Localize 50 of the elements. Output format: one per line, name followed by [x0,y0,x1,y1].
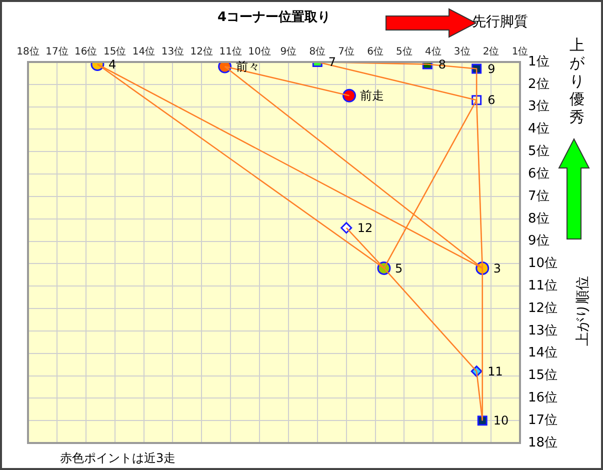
x-tick-label: 15位 [103,46,126,58]
series-label: 12 [357,220,373,235]
x-tick-label: 14位 [132,46,156,58]
y-tick-label: 12位 [528,300,558,316]
y-tick-label: 8位 [528,211,550,226]
series-label: 前走 [360,88,384,103]
x-tick-label: 3位 [454,46,470,58]
x-tick-label: 4位 [424,46,442,58]
y-tick-label: 11位 [528,278,558,294]
series-label: 4 [108,57,116,72]
y-tick-label: 10位 [528,256,558,272]
x-tick-label: 8位 [309,46,326,58]
x-tick-label: 7位 [338,46,355,58]
y-tick-label: 18位 [528,435,558,450]
y-tick-label: 9位 [528,234,550,249]
series-label: 前々 [236,60,260,74]
y-tick-label: 6位 [528,166,550,182]
x-tick-label: 1位 [512,46,528,58]
y-tick-label: 7位 [528,188,550,204]
x-tick-label: 5位 [396,46,412,58]
series-label: 6 [488,93,496,108]
y-tick-label: 4位 [528,122,550,137]
x-tick-label: 9位 [280,46,297,58]
y-tick-label: 2位 [528,76,550,92]
y-tick-label: 16位 [528,390,558,406]
y-axis-title: 上がり順位 [574,275,592,348]
series-label: 3 [493,261,502,276]
series-label: 11 [488,364,503,378]
y-tick-label: 5位 [528,144,550,160]
y-tick-label: 14位 [528,346,558,361]
x-axis-title: 4コーナー位置取り [217,10,331,26]
y-tick-label: 15位 [528,368,558,384]
x-tick-label: 18位 [16,46,40,58]
text: 赤色ポイントは近3走 [60,450,176,467]
x-tick-label: 17位 [46,46,68,58]
x-tick-label: 12位 [190,46,214,58]
series-label: 9 [488,62,496,76]
x-tick-label: 11位 [219,46,242,58]
series-label: 5 [394,261,403,276]
x-tick-label: 2位 [482,46,500,58]
series-label: 10 [493,414,509,428]
x-tick-label: 13位 [161,46,184,58]
text: 先行脚質 [472,13,528,31]
y-tick-label: 17位 [528,412,558,428]
y-tick-label: 3位 [528,99,550,114]
x-tick-label: 16位 [74,46,98,58]
y-tick-label: 13位 [528,323,558,338]
text: 上がり優秀 [568,36,586,126]
x-tick-label: 10位 [248,46,271,58]
x-tick-label: 6位 [367,46,384,58]
